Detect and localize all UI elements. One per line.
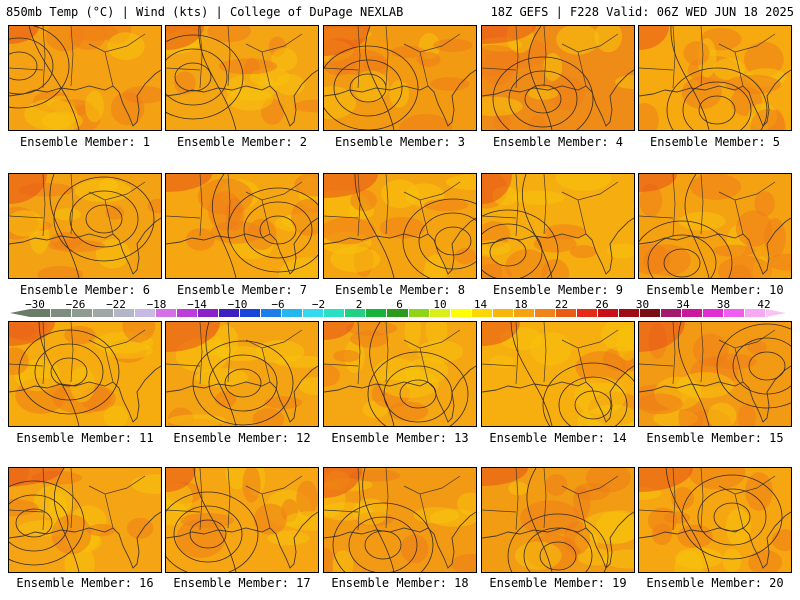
ensemble-member-20-map bbox=[638, 467, 792, 573]
ensemble-member-7-map bbox=[165, 173, 319, 279]
ensemble-member-19-map bbox=[481, 467, 635, 573]
colorbar-swatch bbox=[555, 309, 577, 317]
colorbar-swatch bbox=[366, 309, 388, 317]
ensemble-member-caption: Ensemble Member: 12 bbox=[173, 431, 311, 445]
ensemble-member-13-map bbox=[323, 321, 477, 427]
ensemble-member-caption: Ensemble Member: 14 bbox=[489, 431, 627, 445]
ensemble-member-2-map bbox=[165, 25, 319, 131]
ensemble-member-caption: Ensemble Member: 5 bbox=[649, 135, 781, 149]
colorbar-swatch bbox=[219, 309, 241, 317]
colorbar-swatch bbox=[261, 309, 283, 317]
colorbar-swatch bbox=[345, 309, 367, 317]
ensemble-member-caption: Ensemble Member: 11 bbox=[16, 431, 154, 445]
ensemble-member-caption: Ensemble Member: 1 bbox=[19, 135, 151, 149]
colorbar-tick-label: 2 bbox=[355, 298, 363, 311]
ensemble-member-11-map bbox=[8, 321, 162, 427]
colorbar-tick-label: 38 bbox=[716, 298, 731, 311]
ensemble-member-caption: Ensemble Member: 7 bbox=[176, 283, 308, 297]
colorbar-tick-label: −2 bbox=[311, 298, 326, 311]
map-title: 850mb Temp (°C) | Wind (kts) | College o… bbox=[6, 5, 404, 19]
colorbar-swatch bbox=[51, 309, 73, 317]
ensemble-member-caption: Ensemble Member: 9 bbox=[492, 283, 624, 297]
colorbar-tick-label: −30 bbox=[25, 298, 45, 311]
colorbar-swatch bbox=[282, 309, 304, 317]
colorbar-tick-label: 10 bbox=[433, 298, 447, 311]
colorbar-tick-label: −26 bbox=[65, 298, 86, 311]
colorbar-swatch bbox=[30, 309, 52, 317]
ensemble-member-15-map bbox=[638, 321, 792, 427]
ensemble-member-caption: Ensemble Member: 3 bbox=[334, 135, 466, 149]
ensemble-member-caption: Ensemble Member: 18 bbox=[331, 576, 469, 590]
colorbar-high-arrow bbox=[766, 309, 786, 317]
ensemble-member-caption: Ensemble Member: 4 bbox=[492, 135, 624, 149]
colorbar-tick-label: 22 bbox=[554, 298, 569, 311]
ensemble-member-6-map bbox=[8, 173, 162, 279]
ensemble-member-1-map bbox=[8, 25, 162, 131]
colorbar-swatch bbox=[471, 309, 493, 317]
ensemble-member-10-map bbox=[638, 173, 792, 279]
ensemble-member-caption: Ensemble Member: 6 bbox=[19, 283, 151, 297]
colorbar-swatch bbox=[681, 309, 703, 317]
colorbar-swatch bbox=[744, 309, 766, 317]
colorbar-swatch bbox=[72, 309, 94, 317]
colorbar-low-arrow bbox=[10, 309, 30, 317]
ensemble-member-caption: Ensemble Member: 19 bbox=[489, 576, 627, 590]
ensemble-member-caption: Ensemble Member: 17 bbox=[173, 576, 311, 590]
ensemble-member-caption: Ensemble Member: 13 bbox=[331, 431, 469, 445]
colorbar-swatch bbox=[177, 309, 199, 317]
ensemble-member-4-map bbox=[481, 25, 635, 131]
colorbar-swatch bbox=[114, 309, 136, 317]
colorbar-swatch bbox=[639, 309, 661, 317]
ensemble-member-18-map bbox=[323, 467, 477, 573]
colorbar-tick-label: −22 bbox=[106, 298, 126, 311]
colorbar-swatch bbox=[93, 309, 115, 317]
colorbar-swatch bbox=[408, 309, 430, 317]
run-valid-time: 18Z GEFS | F228 Valid: 06Z WED JUN 18 20… bbox=[490, 5, 794, 19]
colorbar-swatch bbox=[387, 309, 409, 317]
colorbar-swatch bbox=[240, 309, 262, 317]
ensemble-member-12-map bbox=[165, 321, 319, 427]
ensemble-member-5-map bbox=[638, 25, 792, 131]
ensemble-member-caption: Ensemble Member: 10 bbox=[646, 283, 784, 297]
ensemble-member-caption: Ensemble Member: 2 bbox=[176, 135, 308, 149]
colorbar-swatch bbox=[450, 309, 472, 317]
colorbar-swatch bbox=[576, 309, 598, 317]
colorbar-tick-label: 42 bbox=[757, 298, 771, 311]
colorbar-swatch bbox=[135, 309, 157, 317]
ensemble-member-caption: Ensemble Member: 15 bbox=[646, 431, 784, 445]
colorbar-tick-label: 18 bbox=[514, 298, 528, 311]
ensemble-member-caption: Ensemble Member: 8 bbox=[334, 283, 466, 297]
colorbar-swatch bbox=[429, 309, 451, 317]
colorbar-tick-label: 6 bbox=[396, 298, 403, 311]
colorbar-tick-label: 26 bbox=[595, 298, 609, 311]
colorbar-swatch bbox=[702, 309, 724, 317]
colorbar-tick-label: −18 bbox=[146, 298, 167, 311]
ensemble-member-caption: Ensemble Member: 16 bbox=[16, 576, 154, 590]
colorbar-swatch bbox=[303, 309, 325, 317]
colorbar-swatch bbox=[198, 309, 220, 317]
colorbar-swatch bbox=[660, 309, 682, 317]
colorbar-swatch bbox=[597, 309, 619, 317]
colorbar-tick-label: 14 bbox=[473, 298, 488, 311]
colorbar-swatch bbox=[723, 309, 745, 317]
colorbar-swatch bbox=[618, 309, 640, 317]
colorbar-tick-label: −14 bbox=[187, 298, 207, 311]
ensemble-member-17-map bbox=[165, 467, 319, 573]
colorbar-tick-label: 30 bbox=[635, 298, 650, 311]
colorbar-swatch bbox=[156, 309, 178, 317]
colorbar-tick-label: −6 bbox=[271, 298, 285, 311]
colorbar-tick-label: −10 bbox=[227, 298, 248, 311]
colorbar-swatch bbox=[513, 309, 535, 317]
colorbar-swatch bbox=[492, 309, 514, 317]
ensemble-member-14-map bbox=[481, 321, 635, 427]
colorbar-swatch bbox=[534, 309, 556, 317]
colorbar-tick-label: 34 bbox=[676, 298, 690, 311]
ensemble-member-3-map bbox=[323, 25, 477, 131]
ensemble-member-16-map bbox=[8, 467, 162, 573]
ensemble-member-9-map bbox=[481, 173, 635, 279]
colorbar-swatch bbox=[324, 309, 346, 317]
ensemble-member-caption: Ensemble Member: 20 bbox=[646, 576, 784, 590]
ensemble-member-8-map bbox=[323, 173, 477, 279]
